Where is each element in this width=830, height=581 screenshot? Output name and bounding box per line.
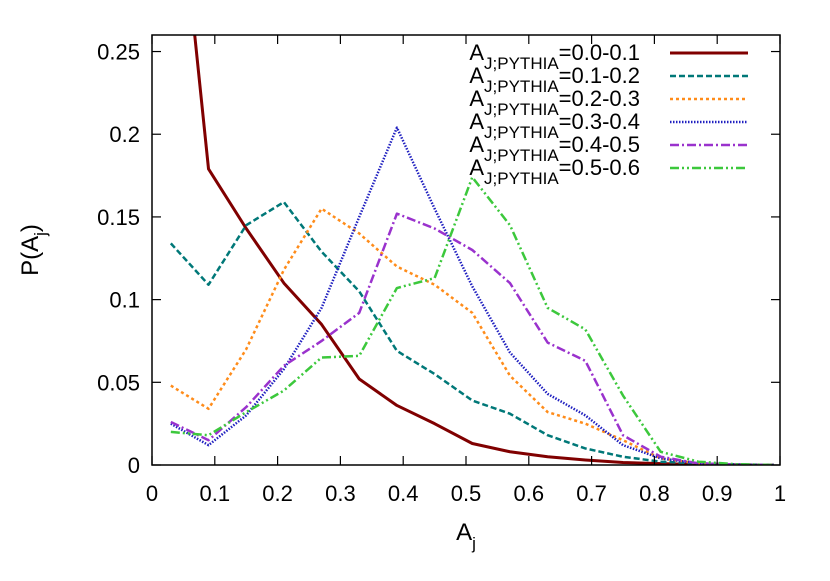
series-line-1	[193, 35, 774, 465]
legend-label-3: AJ;PYTHIA=0.2-0.3	[469, 86, 640, 119]
legend-label-6: AJ;PYTHIA=0.5-0.6	[469, 155, 640, 188]
series-line-2	[169, 200, 774, 465]
y-tick-label: 0.05	[97, 370, 140, 395]
legend-label-1: AJ;PYTHIA=0.0-0.1	[469, 40, 640, 73]
x-tick-label: 0.1	[200, 481, 231, 506]
x-tick-label: 0.6	[514, 481, 545, 506]
x-tick-label: 0.3	[325, 481, 356, 506]
x-axis-label: Aj	[456, 519, 476, 553]
x-tick-label: 1	[774, 481, 786, 506]
legend-label-4: AJ;PYTHIA=0.3-0.4	[469, 109, 640, 142]
legend-label-5: AJ;PYTHIA=0.4-0.5	[469, 132, 640, 165]
y-tick-label: 0.2	[109, 122, 140, 147]
y-tick-label: 0.1	[109, 288, 140, 313]
x-tick-label: 0	[146, 481, 158, 506]
x-tick-label: 0.7	[576, 481, 607, 506]
series-line-3	[170, 207, 774, 465]
series-layer	[169, 35, 774, 465]
x-tick-label: 0.8	[639, 481, 670, 506]
plot-frame	[151, 34, 781, 466]
legend-label-2: AJ;PYTHIA=0.1-0.2	[469, 63, 640, 96]
x-tick-label: 0.2	[262, 481, 293, 506]
x-tick-label: 0.9	[702, 481, 733, 506]
axes-layer: 0 0.1 0.2 0.3 0.4 0.5 0.6 0.7 0.8 0.9 1 0 0.05 0.1 0.1…	[17, 34, 786, 553]
x-tick-label: 0.4	[388, 481, 419, 506]
y-tick-label: 0.25	[97, 40, 140, 65]
y-tick-label: 0	[128, 453, 140, 478]
series-line-6	[170, 175, 774, 465]
series-line-5	[170, 212, 774, 465]
y-tick-label: 0.15	[97, 205, 140, 230]
y-axis-label: P(Aj)	[17, 224, 50, 276]
legend: AJ;PYTHIA=0.0-0.1AJ;PYTHIA=0.1-0.2AJ;PYT…	[469, 40, 748, 188]
x-tick-label: 0.5	[451, 481, 482, 506]
